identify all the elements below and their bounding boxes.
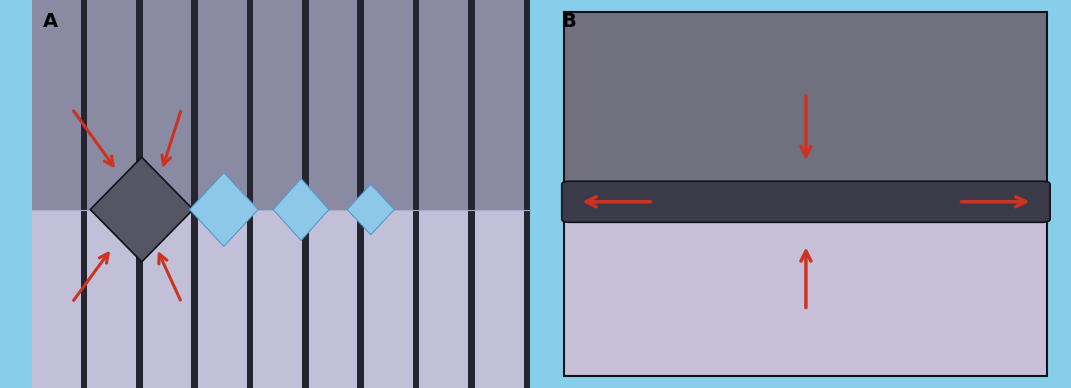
Bar	[88, 210, 136, 388]
Bar	[198, 210, 246, 388]
Bar	[136, 210, 142, 388]
Text: B: B	[561, 12, 576, 31]
Polygon shape	[190, 173, 258, 246]
Bar	[88, 0, 136, 210]
Bar	[198, 0, 246, 210]
Polygon shape	[347, 184, 394, 235]
Bar	[420, 210, 468, 388]
Bar	[364, 210, 412, 388]
Bar	[80, 0, 88, 210]
Bar	[302, 0, 308, 210]
Bar	[474, 210, 524, 388]
Bar	[364, 0, 412, 210]
Bar	[246, 0, 254, 210]
Bar	[358, 210, 364, 388]
Bar	[142, 0, 192, 210]
Bar	[32, 0, 80, 210]
Bar	[308, 210, 358, 388]
Bar	[564, 217, 1047, 376]
Bar	[80, 210, 88, 388]
Bar	[474, 0, 524, 210]
Polygon shape	[90, 157, 193, 262]
Bar	[302, 210, 308, 388]
Bar	[358, 0, 364, 210]
Bar	[412, 0, 420, 210]
Bar	[142, 210, 192, 388]
Bar	[468, 0, 474, 210]
Bar	[192, 0, 198, 210]
Bar	[246, 210, 254, 388]
Bar	[524, 0, 530, 210]
Bar	[308, 0, 358, 210]
Bar	[412, 210, 420, 388]
Bar	[254, 210, 302, 388]
Bar	[420, 0, 468, 210]
Bar	[564, 12, 1047, 186]
Bar	[524, 210, 530, 388]
Bar	[254, 0, 302, 210]
Polygon shape	[273, 178, 329, 241]
Bar	[468, 210, 474, 388]
Bar	[32, 210, 80, 388]
Text: A: A	[43, 12, 58, 31]
FancyBboxPatch shape	[561, 181, 1050, 222]
Bar	[192, 210, 198, 388]
Bar	[136, 0, 142, 210]
